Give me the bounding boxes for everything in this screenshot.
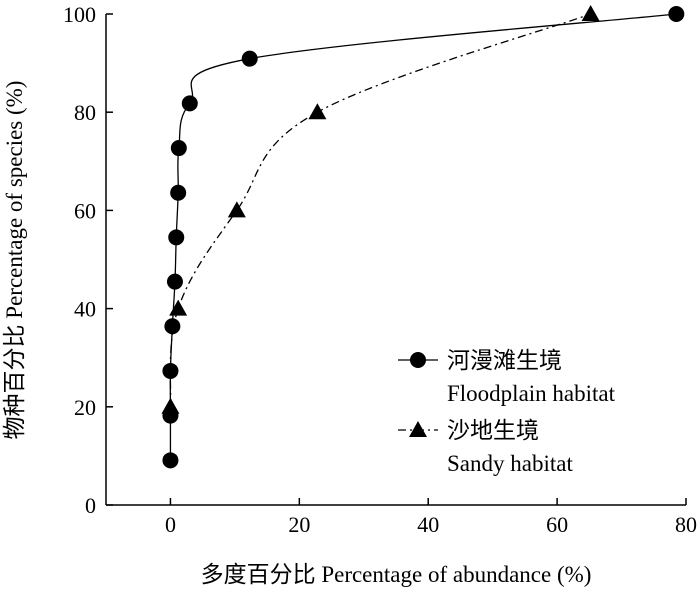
x-axis-title: 多度百分比 Percentage of abundance (%) [201,562,592,587]
data-point-floodplain [668,6,685,22]
legend-marker-sandy [409,421,427,437]
data-point-floodplain [162,452,179,469]
data-point-floodplain [168,229,185,246]
data-point-floodplain [170,140,187,157]
legend-marker-floodplain [410,352,426,368]
y-tick-label: 100 [63,2,96,27]
legend-label-floodplain-zh: 河漫滩生境 [447,348,562,373]
y-tick-label: 20 [74,395,96,420]
legend-label-sandy-en: Sandy habitat [447,451,573,476]
legend-label-sandy-zh: 沙地生境 [447,418,539,443]
data-point-sandy [169,299,188,316]
data-point-floodplain [181,95,198,112]
data-point-floodplain [170,184,187,201]
x-tick-label: 80 [675,512,697,537]
axis-ticks: 0 20 40 60 80 0 20 40 60 80 100 [63,2,697,537]
x-tick-label: 0 [165,512,176,537]
data-point-floodplain [164,318,181,335]
x-tick-label: 40 [417,512,439,537]
y-tick-label: 60 [74,198,96,223]
data-point-sandy [161,397,180,414]
y-tick-label: 80 [74,100,96,125]
x-tick-label: 20 [288,512,310,537]
y-axis-title: 物种百分比 Percentage of species (%) [2,81,27,440]
x-tick-label: 60 [546,512,568,537]
y-tick-label: 40 [74,297,96,322]
data-point-floodplain [166,273,183,290]
legend-label-floodplain-en: Floodplain habitat [447,381,616,406]
series-line-sandy [169,13,591,407]
data-point-sandy [308,103,327,120]
data-point-sandy [227,201,246,218]
data-point-sandy [581,5,600,21]
legend: 河漫滩生境 Floodplain habitat 沙地生境 Sandy habi… [398,348,616,476]
series-layer [161,5,685,469]
data-point-floodplain [241,50,258,67]
data-point-floodplain [162,362,179,379]
y-tick-label: 0 [85,493,96,518]
